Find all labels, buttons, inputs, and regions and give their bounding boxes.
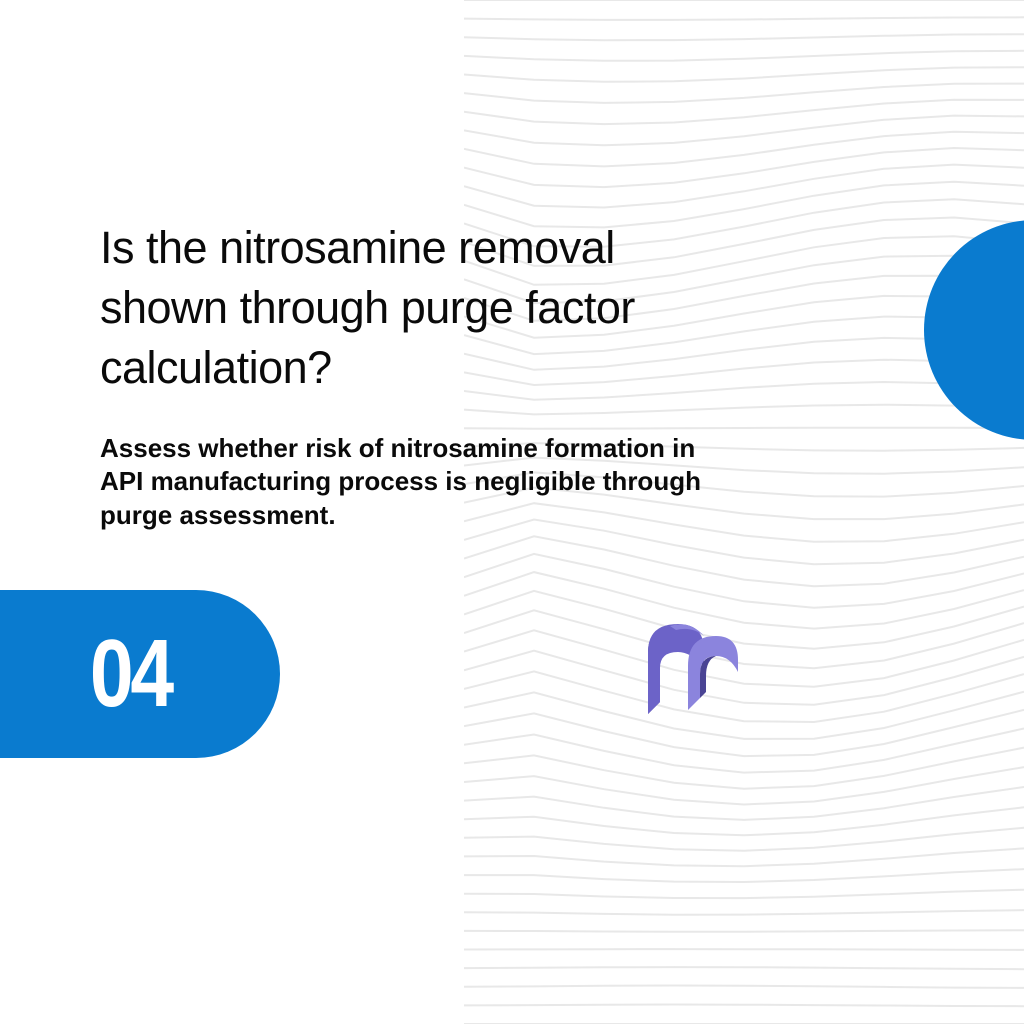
accent-circle	[924, 220, 1024, 440]
page-title: Is the nitrosamine removal shown through…	[100, 218, 740, 398]
step-number-badge: 04	[0, 590, 280, 758]
step-number: 04	[89, 619, 170, 729]
page-subtitle: Assess whether risk of nitrosamine forma…	[100, 432, 720, 532]
ribbon-logo-icon	[630, 606, 750, 726]
